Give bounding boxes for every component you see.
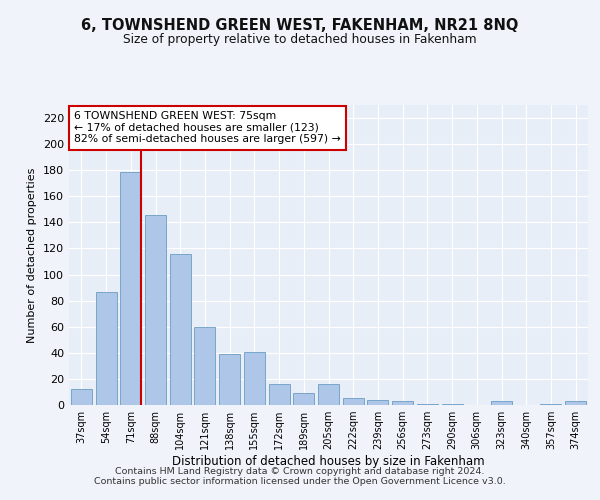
Bar xyxy=(343,398,364,405)
Bar xyxy=(318,384,339,405)
Text: 6 TOWNSHEND GREEN WEST: 75sqm
← 17% of detached houses are smaller (123)
82% of : 6 TOWNSHEND GREEN WEST: 75sqm ← 17% of d… xyxy=(74,111,341,144)
Bar xyxy=(417,404,438,405)
Bar xyxy=(170,254,191,405)
Bar xyxy=(95,292,116,405)
Bar xyxy=(392,401,413,405)
Bar xyxy=(244,352,265,405)
Bar xyxy=(442,404,463,405)
Y-axis label: Number of detached properties: Number of detached properties xyxy=(28,168,37,342)
Bar xyxy=(219,354,240,405)
X-axis label: Distribution of detached houses by size in Fakenham: Distribution of detached houses by size … xyxy=(172,455,485,468)
Bar xyxy=(71,390,92,405)
Bar xyxy=(269,384,290,405)
Bar xyxy=(145,214,166,405)
Text: Size of property relative to detached houses in Fakenham: Size of property relative to detached ho… xyxy=(123,32,477,46)
Bar xyxy=(194,326,215,405)
Bar xyxy=(120,172,141,405)
Bar xyxy=(541,404,562,405)
Bar xyxy=(293,394,314,405)
Bar xyxy=(565,401,586,405)
Text: Contains public sector information licensed under the Open Government Licence v3: Contains public sector information licen… xyxy=(94,477,506,486)
Text: 6, TOWNSHEND GREEN WEST, FAKENHAM, NR21 8NQ: 6, TOWNSHEND GREEN WEST, FAKENHAM, NR21 … xyxy=(82,18,518,32)
Bar xyxy=(491,401,512,405)
Text: Contains HM Land Registry data © Crown copyright and database right 2024.: Contains HM Land Registry data © Crown c… xyxy=(115,467,485,476)
Bar xyxy=(367,400,388,405)
